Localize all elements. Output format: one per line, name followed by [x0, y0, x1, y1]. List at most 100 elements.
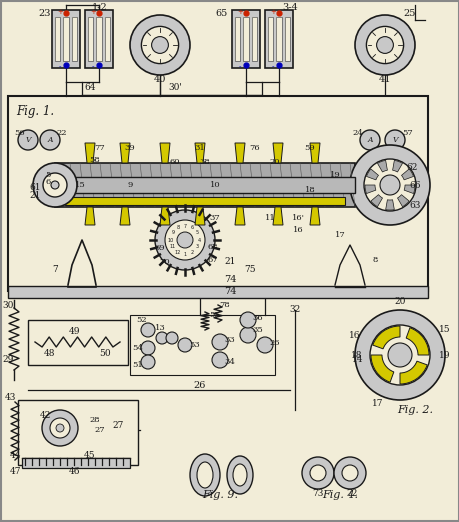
- Text: 26: 26: [269, 339, 280, 347]
- Circle shape: [141, 323, 155, 337]
- Text: 11: 11: [169, 244, 176, 250]
- Text: 3: 3: [195, 244, 198, 250]
- Bar: [105, 17, 110, 61]
- Ellipse shape: [226, 456, 252, 494]
- Polygon shape: [272, 143, 282, 163]
- Circle shape: [177, 232, 193, 248]
- Text: 16: 16: [348, 330, 360, 339]
- Text: 76: 76: [249, 144, 260, 152]
- Text: -: -: [92, 63, 95, 69]
- Polygon shape: [120, 207, 130, 225]
- Text: 74: 74: [223, 276, 236, 284]
- Text: 9: 9: [171, 231, 174, 235]
- Text: 5: 5: [45, 171, 50, 179]
- Text: 3-4: 3-4: [281, 3, 297, 11]
- Circle shape: [141, 355, 155, 369]
- Text: 28: 28: [90, 416, 100, 424]
- Text: Fig. 2.: Fig. 2.: [396, 405, 432, 415]
- Text: 72: 72: [346, 489, 357, 497]
- Wedge shape: [370, 195, 382, 207]
- Text: 21: 21: [29, 191, 40, 199]
- Text: 2: 2: [190, 250, 193, 255]
- Polygon shape: [309, 143, 319, 163]
- Text: 22: 22: [56, 129, 67, 137]
- Polygon shape: [235, 143, 245, 163]
- Text: A: A: [47, 136, 53, 144]
- Bar: [28, 320, 128, 365]
- Bar: [276, 17, 281, 61]
- Bar: [88, 17, 93, 61]
- Bar: [52, 10, 80, 68]
- Text: 69: 69: [154, 244, 165, 252]
- Text: 58: 58: [90, 156, 100, 164]
- Text: 30': 30': [168, 84, 182, 92]
- Text: 39: 39: [124, 144, 135, 152]
- Circle shape: [43, 173, 67, 197]
- Circle shape: [240, 327, 256, 343]
- Polygon shape: [195, 207, 205, 225]
- Circle shape: [257, 337, 272, 353]
- Text: 24: 24: [352, 129, 363, 137]
- Circle shape: [51, 181, 59, 189]
- Circle shape: [165, 220, 205, 260]
- Circle shape: [156, 332, 168, 344]
- Bar: [8, 286, 427, 298]
- Circle shape: [369, 325, 429, 385]
- Text: 8: 8: [371, 256, 377, 264]
- Bar: [72, 17, 77, 61]
- Text: 8: 8: [176, 226, 179, 230]
- Polygon shape: [85, 143, 95, 163]
- Circle shape: [309, 465, 325, 481]
- Text: 48: 48: [44, 349, 56, 358]
- Circle shape: [42, 410, 78, 446]
- Bar: [231, 10, 259, 68]
- Bar: [85, 10, 113, 68]
- Circle shape: [354, 310, 444, 400]
- Circle shape: [240, 312, 256, 328]
- Text: 55: 55: [209, 311, 220, 319]
- Wedge shape: [397, 195, 408, 207]
- Wedge shape: [405, 328, 428, 355]
- Bar: [264, 10, 292, 68]
- Ellipse shape: [233, 464, 246, 486]
- Text: 46: 46: [69, 468, 81, 477]
- Bar: [63, 17, 68, 61]
- Bar: [276, 17, 281, 61]
- Text: 29: 29: [2, 355, 14, 364]
- Bar: [55, 17, 60, 61]
- Text: 6: 6: [45, 178, 50, 186]
- Text: 66: 66: [409, 181, 420, 189]
- Polygon shape: [195, 143, 205, 163]
- Text: 70: 70: [159, 258, 170, 266]
- Bar: [55, 163, 354, 207]
- Wedge shape: [392, 160, 402, 172]
- Bar: [105, 17, 110, 61]
- Text: V: V: [392, 136, 397, 144]
- Ellipse shape: [196, 462, 213, 488]
- Text: Fig. 9.: Fig. 9.: [202, 490, 237, 500]
- Bar: [268, 17, 273, 61]
- Text: 26: 26: [193, 382, 206, 390]
- Wedge shape: [364, 185, 375, 194]
- Text: 42: 42: [39, 410, 50, 420]
- Text: 36: 36: [252, 314, 263, 322]
- Polygon shape: [272, 207, 282, 225]
- Bar: [63, 17, 68, 61]
- Text: 65: 65: [215, 9, 228, 18]
- Bar: [22, 458, 130, 468]
- Text: 64: 64: [84, 84, 95, 92]
- Bar: [284, 17, 289, 61]
- Circle shape: [151, 37, 168, 53]
- Text: 11: 11: [264, 214, 275, 222]
- Bar: [284, 17, 289, 61]
- Text: V: V: [25, 136, 31, 144]
- Text: 78: 78: [219, 301, 230, 309]
- Text: 63: 63: [409, 200, 420, 209]
- Circle shape: [212, 334, 228, 350]
- Polygon shape: [160, 143, 170, 163]
- Text: 15: 15: [438, 326, 450, 335]
- Text: 17: 17: [371, 399, 383, 409]
- Text: 1: 1: [183, 252, 186, 256]
- Circle shape: [341, 465, 357, 481]
- Bar: [55, 17, 60, 61]
